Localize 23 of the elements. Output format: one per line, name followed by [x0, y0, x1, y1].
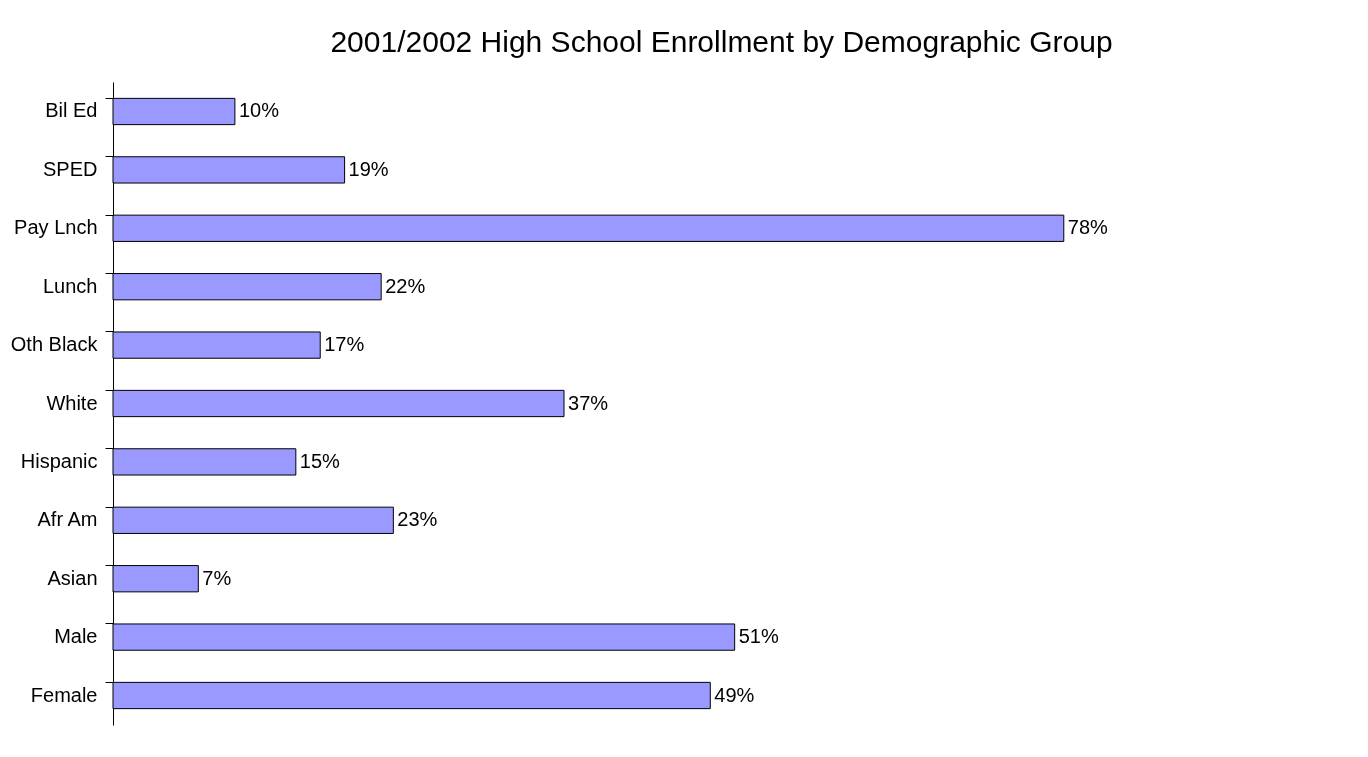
- data-label: 10%: [238, 99, 280, 122]
- y-tick-label: White: [46, 391, 98, 414]
- y-tick-label: Lunch: [43, 274, 98, 297]
- y-tick-label: Female: [30, 683, 98, 706]
- chart-title: 2001/2002 High School Enrollment by Demographic Group: [330, 25, 1113, 58]
- data-label: 51%: [738, 625, 779, 648]
- y-tick-label: Pay Lnch: [14, 216, 98, 239]
- y-tick-label: Bil Ed: [45, 99, 98, 122]
- data-label: 22%: [385, 274, 426, 297]
- data-label: 7%: [202, 566, 232, 589]
- data-label: 49%: [714, 683, 755, 706]
- y-tick-label: Hispanic: [20, 449, 98, 472]
- y-tick-label: SPED: [43, 157, 98, 180]
- data-label: 78%: [1067, 216, 1109, 239]
- data-label: 23%: [397, 508, 438, 531]
- data-label: 15%: [299, 449, 341, 472]
- y-tick-label: Male: [54, 625, 98, 648]
- y-tick-label: Asian: [47, 566, 98, 589]
- data-label: 37%: [568, 391, 609, 414]
- data-label: 19%: [348, 157, 389, 180]
- data-label: 17%: [324, 333, 365, 356]
- y-tick-label: Oth Black: [10, 333, 99, 356]
- y-tick-label: Afr Am: [37, 508, 98, 531]
